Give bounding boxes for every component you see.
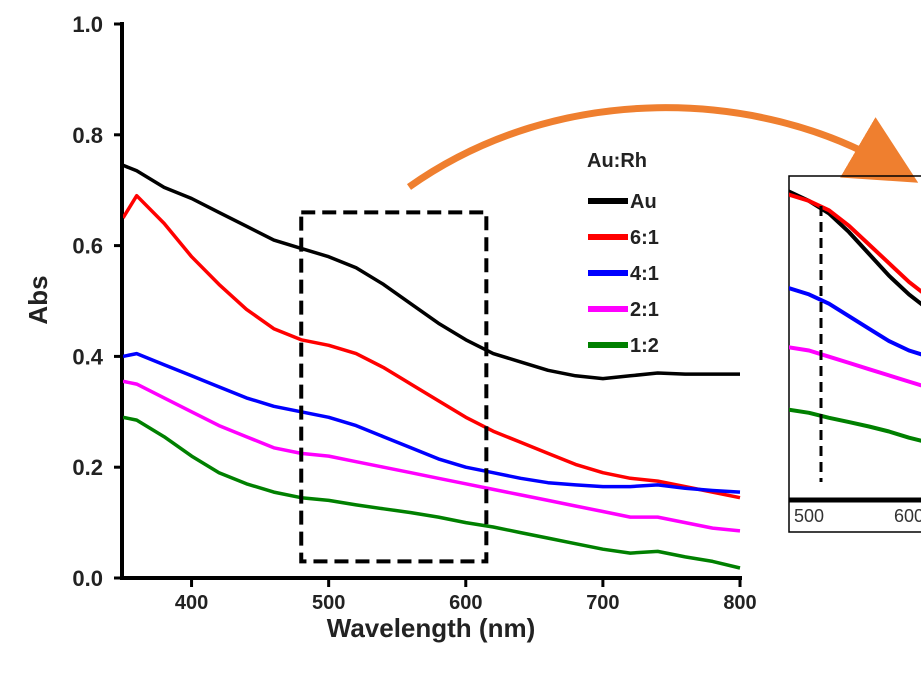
highlight-box [299,210,489,564]
series-line-1-2 [123,415,741,570]
legend-label: 6:1 [630,227,659,249]
inset-series-line [789,286,921,357]
x-tick-label: 700 [586,592,619,614]
x-tick-label: 400 [175,592,208,614]
x-axis-title: Wavelength (nm) [327,613,535,643]
legend-title: Au:Rh [587,150,647,172]
inset-chart: 500 600 [788,175,921,533]
inset-series-lines [789,189,921,443]
series-line-2-1 [123,379,741,533]
y-axis-title: Abs [23,275,53,324]
y-tick-label: 0.6 [72,234,103,259]
series-line-Au [123,163,740,381]
inset-x-tick-label: 500 [794,506,824,526]
y-tick-label: 0.2 [72,455,103,480]
legend-label: 1:2 [630,335,659,357]
y-tick-label: 0.0 [72,566,103,591]
series-line-6-1 [123,193,741,500]
x-tick-label: 500 [312,592,345,614]
inset-series-line [789,407,921,443]
y-ticks: 0.0 0.2 0.4 0.6 0.8 1.0 [72,12,122,591]
x-tick-label: 600 [449,592,482,614]
inset-x-ticks: 500 600 [794,506,921,526]
legend: Au:Rh Au 6:1 4:1 2:1 1:2 [587,150,659,357]
inset-frame [788,175,921,533]
zoom-arrow [406,104,919,190]
y-tick-label: 0.4 [72,344,103,369]
series-lines [123,163,741,570]
x-ticks: 400 500 600 700 800 [175,578,757,614]
series-line-4-1 [123,351,741,494]
legend-label: Au [630,191,657,213]
inset-series-line [789,345,921,388]
inset-series-line [789,192,921,294]
x-tick-label: 800 [723,592,756,614]
legend-label: 4:1 [630,263,659,285]
inset-x-tick-label: 600 [894,506,921,526]
y-tick-label: 1.0 [72,12,103,37]
inset-series-line [789,189,921,307]
y-tick-label: 0.8 [72,123,103,148]
legend-label: 2:1 [630,299,659,321]
